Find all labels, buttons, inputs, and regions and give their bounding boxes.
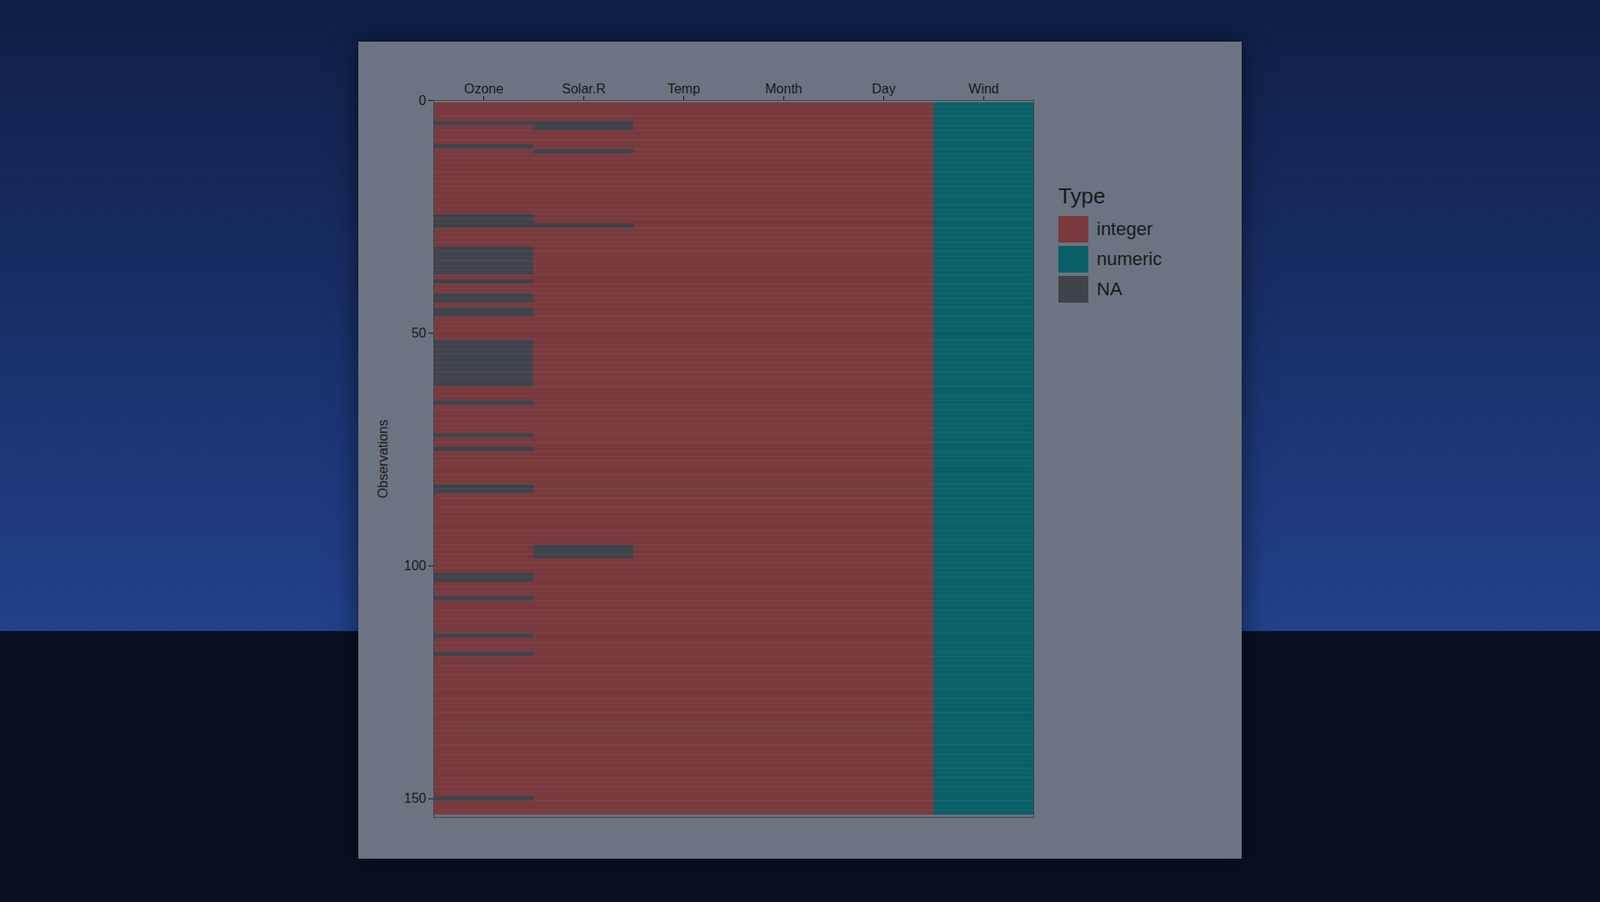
svg-text:100: 100 [404, 558, 427, 573]
svg-text:150: 150 [404, 790, 427, 805]
svg-text:Solar.R: Solar.R [561, 81, 605, 96]
svg-text:50: 50 [411, 325, 427, 340]
html-text:Type: Type [1058, 183, 1106, 209]
svg-text:Month: Month [765, 81, 802, 96]
svg-text:Wind: Wind [968, 81, 999, 96]
html-text:integer: integer [1096, 218, 1153, 240]
html-text:numeric: numeric [1096, 248, 1162, 270]
svg-text:Ozone: Ozone [464, 81, 504, 96]
html-text:NA: NA [1096, 278, 1123, 300]
svg-text:Day: Day [871, 81, 895, 96]
svg-text:Observations: Observations [375, 419, 390, 498]
svg-text:Temp: Temp [667, 81, 700, 96]
svg-text:0: 0 [419, 93, 427, 108]
